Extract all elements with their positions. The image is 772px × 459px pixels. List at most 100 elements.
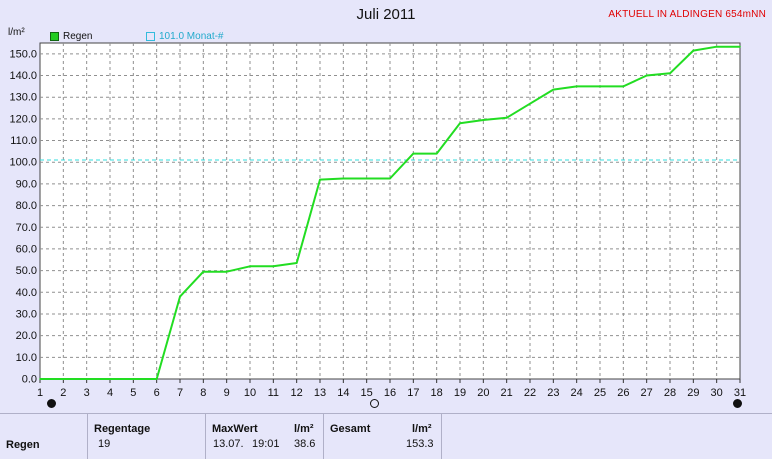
x-tick-label: 5 (130, 387, 136, 399)
row-label-regen: Regen (6, 439, 40, 451)
y-tick-label: 150.0 (9, 48, 37, 60)
maxwert-time: 19:01 (252, 438, 280, 450)
data-point-regen (622, 85, 625, 88)
y-tick-label: 100.0 (9, 157, 37, 169)
data-point-regen (715, 45, 718, 48)
scroll-position-handle[interactable] (370, 399, 379, 408)
data-point-regen (225, 270, 228, 273)
data-point-regen (389, 177, 391, 180)
data-point-regen (295, 262, 298, 264)
summary-row-header: Regen (0, 414, 88, 459)
data-point-regen (319, 178, 321, 181)
data-point-regen (155, 378, 158, 380)
legend-label-regen: Regen (63, 31, 93, 42)
data-point-regen (505, 116, 508, 119)
rain-chart: 0.0 10.0 20.0 30.0 40.0 50.0 60.0 70.0 80.0 90.0 1… (9, 42, 746, 399)
y-tick-label: 40.0 (16, 287, 37, 299)
x-tick-label: 1 (37, 387, 43, 399)
value-regentage: 19 (98, 438, 111, 450)
data-point-regen (109, 378, 111, 380)
unit-gesamt: l/m² (412, 423, 432, 435)
x-tick-label: 20 (477, 387, 489, 399)
y-tick-label: 140.0 (9, 70, 37, 82)
x-tick-label: 27 (641, 387, 653, 399)
data-point-regen (342, 177, 345, 180)
x-tick-label: 30 (711, 387, 723, 399)
data-point-regen (272, 265, 275, 268)
data-point-regen (249, 265, 251, 268)
summary-cell-gesamt: Gesamt l/m² 153.3 (324, 414, 442, 459)
data-point-regen (435, 152, 438, 155)
y-tick-label: 10.0 (16, 352, 37, 364)
y-axis-unit: l/m² (8, 27, 25, 38)
x-tick-label: 9 (224, 387, 230, 399)
y-tick-label: 70.0 (16, 222, 37, 234)
x-tick-label: 29 (687, 387, 699, 399)
x-tick-label: 13 (314, 387, 326, 399)
x-tick-label: 7 (177, 387, 183, 399)
data-point-regen (482, 119, 485, 121)
data-point-regen (645, 74, 648, 77)
x-tick-label: 17 (407, 387, 419, 399)
y-tick-label: 120.0 (9, 113, 37, 125)
x-tick-label: 4 (107, 387, 113, 399)
x-tick-label: 3 (84, 387, 90, 399)
y-tick-label: 60.0 (16, 243, 37, 255)
x-tick-label: 11 (268, 387, 279, 399)
data-point-regen (739, 45, 741, 48)
chart-title: Juli 2011 (356, 6, 416, 23)
scroll-start-handle[interactable] (47, 399, 56, 408)
x-tick-label: 19 (454, 387, 466, 399)
header-regentage: Regentage (94, 423, 151, 435)
data-point-regen (412, 152, 415, 155)
y-tick-label: 90.0 (16, 178, 37, 190)
scroll-end-handle[interactable] (733, 399, 742, 408)
summary-cell-maxwert: MaxWert l/m² 13.07. 19:01 38.6 (206, 414, 324, 459)
gesamt-value: 153.3 (406, 438, 434, 450)
x-tick-label: 25 (594, 387, 606, 399)
maxwert-date: 13.07. (213, 438, 244, 450)
x-tick-label: 12 (291, 387, 303, 399)
data-point-regen (599, 85, 601, 88)
data-point-regen (179, 295, 181, 298)
x-tick-label: 28 (664, 387, 676, 399)
x-tick-label: 24 (571, 387, 583, 399)
data-point-regen (202, 270, 205, 273)
x-tick-label: 26 (617, 387, 629, 399)
data-point-regen (39, 378, 41, 380)
y-tick-label: 130.0 (9, 92, 37, 104)
x-tick-label: 15 (361, 387, 373, 399)
header-maxwert: MaxWert (212, 423, 258, 435)
y-tick-label: 20.0 (16, 330, 37, 342)
legend-label-monthly-average: 101.0 Monat-# (159, 31, 224, 42)
data-point-regen (132, 378, 135, 380)
data-point-regen (365, 177, 368, 180)
maxwert-value: 38.6 (294, 438, 316, 450)
data-point-regen (669, 72, 671, 75)
x-tick-label: 23 (547, 387, 559, 399)
legend-swatch-regen (50, 32, 59, 41)
data-point-regen (552, 88, 555, 91)
x-tick-label: 2 (60, 387, 66, 399)
x-tick-label: 6 (154, 387, 160, 399)
x-tick-label: 10 (244, 387, 256, 399)
y-tick-label: 30.0 (16, 308, 37, 320)
y-tick-label: 0.0 (22, 374, 37, 386)
legend-item-monthly-average[interactable]: 101.0 Monat-# (146, 31, 224, 42)
y-tick-label: 50.0 (16, 265, 37, 277)
y-tick-label: 110.0 (10, 135, 37, 147)
x-tick-label: 18 (431, 387, 443, 399)
legend-item-regen[interactable]: Regen (50, 31, 92, 42)
data-point-regen (85, 378, 88, 380)
data-point-regen (459, 122, 461, 125)
status-text: AKTUELL IN ALDINGEN 654mNN (608, 9, 766, 20)
data-point-regen (529, 102, 531, 105)
data-point-regen (575, 85, 578, 88)
x-tick-label: 22 (524, 387, 536, 399)
data-point-regen (692, 49, 695, 52)
x-tick-label: 21 (501, 387, 513, 399)
x-tick-label: 8 (200, 387, 206, 399)
y-tick-label: 80.0 (16, 200, 37, 212)
x-tick-label: 14 (337, 387, 349, 399)
legend-swatch-monthly-average (146, 32, 155, 41)
